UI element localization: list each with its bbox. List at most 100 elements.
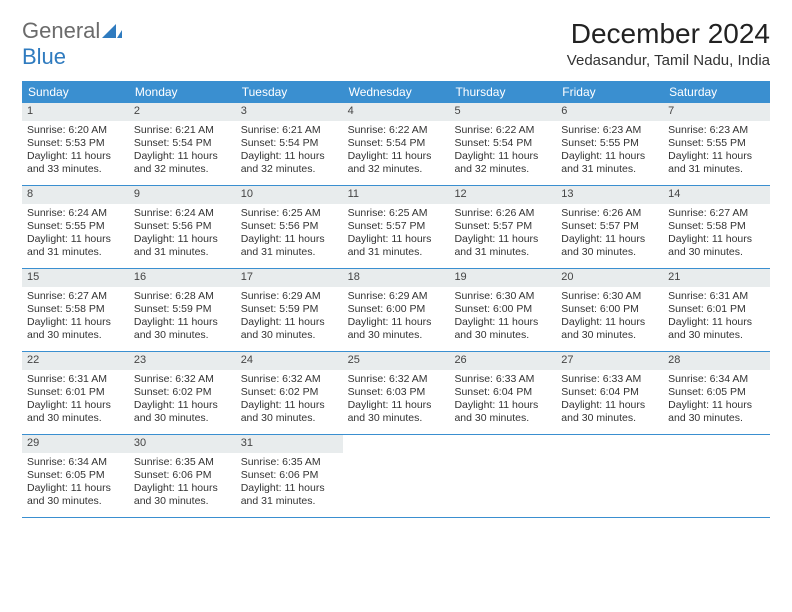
day-number: 28: [663, 352, 770, 370]
day-daylight2: and 30 minutes.: [134, 329, 231, 342]
day-number: 13: [556, 186, 663, 204]
day-body: Sunrise: 6:21 AMSunset: 5:54 PMDaylight:…: [129, 121, 236, 182]
day-daylight1: Daylight: 11 hours: [668, 150, 765, 163]
day-number: 14: [663, 186, 770, 204]
day-daylight2: and 30 minutes.: [27, 495, 124, 508]
day-sunset: Sunset: 6:05 PM: [668, 386, 765, 399]
day-daylight1: Daylight: 11 hours: [454, 399, 551, 412]
day-daylight1: Daylight: 11 hours: [27, 399, 124, 412]
day-number: 27: [556, 352, 663, 370]
day-cell: 20Sunrise: 6:30 AMSunset: 6:00 PMDayligh…: [556, 269, 663, 351]
day-sunrise: Sunrise: 6:33 AM: [561, 373, 658, 386]
day-sunset: Sunset: 5:54 PM: [454, 137, 551, 150]
day-daylight2: and 30 minutes.: [668, 412, 765, 425]
weekday-header: Wednesday: [343, 81, 450, 103]
day-daylight1: Daylight: 11 hours: [668, 233, 765, 246]
day-sunrise: Sunrise: 6:23 AM: [668, 124, 765, 137]
weeks-container: 1Sunrise: 6:20 AMSunset: 5:53 PMDaylight…: [22, 103, 770, 518]
day-body: Sunrise: 6:21 AMSunset: 5:54 PMDaylight:…: [236, 121, 343, 182]
weekday-header: Tuesday: [236, 81, 343, 103]
day-sunset: Sunset: 6:01 PM: [668, 303, 765, 316]
day-sunrise: Sunrise: 6:22 AM: [348, 124, 445, 137]
day-daylight2: and 31 minutes.: [668, 163, 765, 176]
day-body: Sunrise: 6:31 AMSunset: 6:01 PMDaylight:…: [22, 370, 129, 431]
day-sunrise: Sunrise: 6:21 AM: [134, 124, 231, 137]
day-sunset: Sunset: 5:58 PM: [668, 220, 765, 233]
day-daylight1: Daylight: 11 hours: [561, 233, 658, 246]
day-sunset: Sunset: 6:04 PM: [454, 386, 551, 399]
day-cell: 10Sunrise: 6:25 AMSunset: 5:56 PMDayligh…: [236, 186, 343, 268]
day-sunset: Sunset: 5:55 PM: [27, 220, 124, 233]
day-body: Sunrise: 6:35 AMSunset: 6:06 PMDaylight:…: [236, 453, 343, 514]
day-body: Sunrise: 6:26 AMSunset: 5:57 PMDaylight:…: [556, 204, 663, 265]
day-number: 15: [22, 269, 129, 287]
day-daylight2: and 32 minutes.: [241, 163, 338, 176]
day-sunrise: Sunrise: 6:22 AM: [454, 124, 551, 137]
day-daylight2: and 30 minutes.: [134, 495, 231, 508]
day-sunrise: Sunrise: 6:35 AM: [134, 456, 231, 469]
day-daylight1: Daylight: 11 hours: [561, 316, 658, 329]
day-daylight1: Daylight: 11 hours: [134, 233, 231, 246]
day-sunrise: Sunrise: 6:33 AM: [454, 373, 551, 386]
day-number: 3: [236, 103, 343, 121]
day-daylight2: and 30 minutes.: [561, 412, 658, 425]
week-row: 15Sunrise: 6:27 AMSunset: 5:58 PMDayligh…: [22, 269, 770, 352]
day-daylight1: Daylight: 11 hours: [348, 399, 445, 412]
day-cell: 12Sunrise: 6:26 AMSunset: 5:57 PMDayligh…: [449, 186, 556, 268]
day-sunrise: Sunrise: 6:32 AM: [134, 373, 231, 386]
day-sunrise: Sunrise: 6:30 AM: [561, 290, 658, 303]
day-daylight2: and 30 minutes.: [561, 246, 658, 259]
day-cell: 6Sunrise: 6:23 AMSunset: 5:55 PMDaylight…: [556, 103, 663, 185]
day-cell: 5Sunrise: 6:22 AMSunset: 5:54 PMDaylight…: [449, 103, 556, 185]
day-number: 7: [663, 103, 770, 121]
day-number: 5: [449, 103, 556, 121]
day-sunset: Sunset: 5:58 PM: [27, 303, 124, 316]
day-sunset: Sunset: 5:59 PM: [134, 303, 231, 316]
day-daylight1: Daylight: 11 hours: [454, 233, 551, 246]
day-daylight2: and 30 minutes.: [454, 412, 551, 425]
day-body: Sunrise: 6:25 AMSunset: 5:57 PMDaylight:…: [343, 204, 450, 265]
day-body: Sunrise: 6:23 AMSunset: 5:55 PMDaylight:…: [663, 121, 770, 182]
brand-part1: General: [22, 18, 100, 43]
day-body: Sunrise: 6:23 AMSunset: 5:55 PMDaylight:…: [556, 121, 663, 182]
day-daylight1: Daylight: 11 hours: [668, 399, 765, 412]
day-daylight2: and 31 minutes.: [241, 246, 338, 259]
day-sunset: Sunset: 5:57 PM: [561, 220, 658, 233]
day-sunset: Sunset: 6:00 PM: [348, 303, 445, 316]
day-number: 29: [22, 435, 129, 453]
weekday-header: Monday: [129, 81, 236, 103]
day-body: Sunrise: 6:34 AMSunset: 6:05 PMDaylight:…: [22, 453, 129, 514]
day-sunrise: Sunrise: 6:25 AM: [348, 207, 445, 220]
day-sunrise: Sunrise: 6:29 AM: [348, 290, 445, 303]
day-daylight1: Daylight: 11 hours: [27, 233, 124, 246]
day-number: 1: [22, 103, 129, 121]
day-cell: 17Sunrise: 6:29 AMSunset: 5:59 PMDayligh…: [236, 269, 343, 351]
day-daylight2: and 30 minutes.: [27, 329, 124, 342]
day-daylight2: and 31 minutes.: [348, 246, 445, 259]
day-daylight2: and 30 minutes.: [668, 329, 765, 342]
day-sunrise: Sunrise: 6:32 AM: [241, 373, 338, 386]
day-cell: 29Sunrise: 6:34 AMSunset: 6:05 PMDayligh…: [22, 435, 129, 517]
calendar-grid: Sunday Monday Tuesday Wednesday Thursday…: [22, 81, 770, 518]
day-number: 20: [556, 269, 663, 287]
day-daylight2: and 32 minutes.: [134, 163, 231, 176]
day-body: Sunrise: 6:30 AMSunset: 6:00 PMDaylight:…: [449, 287, 556, 348]
weekday-header: Thursday: [449, 81, 556, 103]
brand-logo: GeneralBlue: [22, 18, 122, 70]
day-daylight1: Daylight: 11 hours: [134, 316, 231, 329]
day-cell: 27Sunrise: 6:33 AMSunset: 6:04 PMDayligh…: [556, 352, 663, 434]
day-sunset: Sunset: 5:59 PM: [241, 303, 338, 316]
day-sunset: Sunset: 5:54 PM: [241, 137, 338, 150]
day-number: 21: [663, 269, 770, 287]
day-number: 31: [236, 435, 343, 453]
day-daylight1: Daylight: 11 hours: [348, 150, 445, 163]
day-daylight1: Daylight: 11 hours: [561, 150, 658, 163]
day-sunrise: Sunrise: 6:32 AM: [348, 373, 445, 386]
day-number: 8: [22, 186, 129, 204]
day-sunset: Sunset: 6:06 PM: [134, 469, 231, 482]
day-cell: 31Sunrise: 6:35 AMSunset: 6:06 PMDayligh…: [236, 435, 343, 517]
day-sunset: Sunset: 6:06 PM: [241, 469, 338, 482]
day-number: 17: [236, 269, 343, 287]
day-cell: 2Sunrise: 6:21 AMSunset: 5:54 PMDaylight…: [129, 103, 236, 185]
day-cell: [343, 435, 450, 517]
